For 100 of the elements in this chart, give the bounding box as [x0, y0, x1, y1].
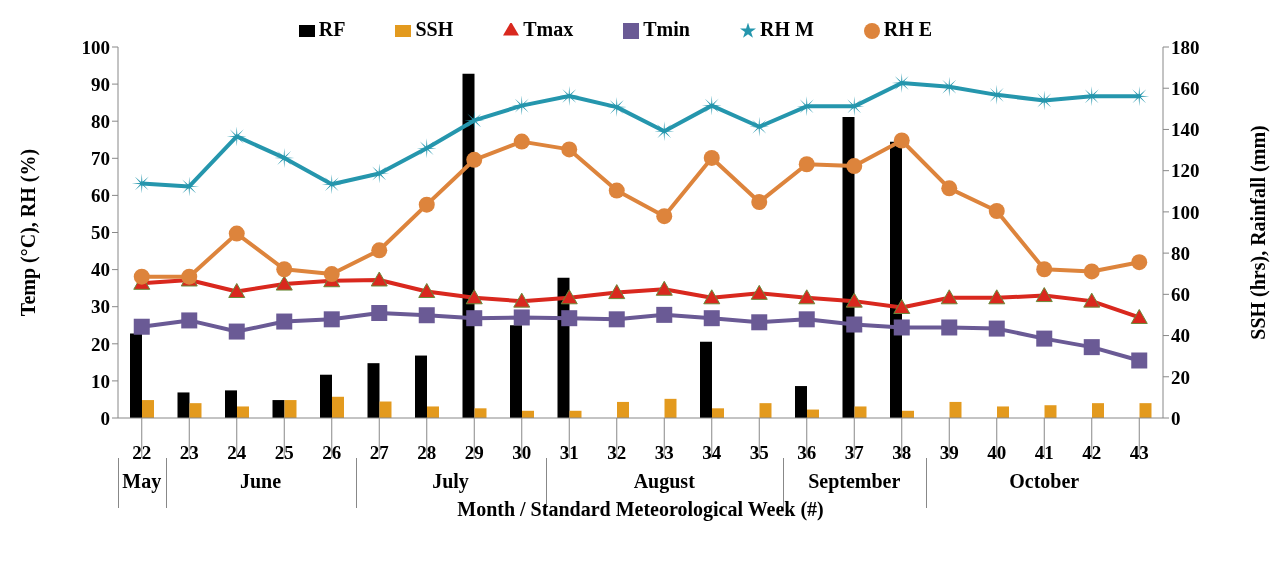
y2-tick-label: 80 — [1171, 242, 1190, 264]
bar — [177, 392, 190, 418]
x-axis-title: Month / Standard Meteorological Week (#) — [456, 498, 825, 521]
point — [845, 292, 863, 308]
bar — [142, 400, 154, 418]
bar — [617, 401, 629, 418]
bar — [427, 406, 439, 418]
point — [228, 323, 245, 340]
x-tick-label: 38 — [892, 442, 912, 464]
y-tick-label: 100 — [81, 36, 110, 58]
point — [893, 319, 910, 336]
text: September — [807, 470, 902, 493]
point — [846, 316, 863, 333]
bar — [189, 403, 202, 418]
point — [1131, 352, 1148, 369]
x-tick-label: 35 — [749, 442, 769, 464]
point — [893, 132, 910, 149]
point — [371, 242, 388, 259]
y-tick-label: 70 — [91, 148, 110, 170]
x-tick-label: 39 — [939, 442, 959, 464]
y2-tick-label: 100 — [1171, 201, 1200, 223]
x-tick-label: 37 — [844, 442, 865, 464]
y2-tick-label: 0 — [1171, 407, 1181, 429]
point — [703, 310, 720, 327]
x-tick-label: 43 — [1129, 442, 1149, 464]
bar — [130, 333, 142, 418]
y-tick-label: 10 — [91, 370, 110, 392]
legend-label: RF — [318, 18, 346, 40]
point — [798, 156, 815, 173]
text: August — [632, 470, 696, 493]
x-tick-label: 27 — [369, 442, 390, 464]
bar — [284, 400, 297, 418]
bar — [474, 408, 487, 418]
point — [988, 320, 1005, 337]
bar — [759, 403, 772, 418]
y2-tick-label: 40 — [1171, 325, 1190, 347]
y2-tick-label: 180 — [1171, 36, 1200, 58]
point — [988, 202, 1005, 219]
y-tick-label: 60 — [91, 185, 110, 207]
y-tick-label: 30 — [91, 296, 110, 318]
point — [608, 182, 625, 199]
point — [1130, 308, 1148, 324]
point — [418, 196, 435, 213]
point — [1083, 263, 1100, 280]
point — [656, 306, 673, 323]
x-tick-label: 33 — [654, 442, 674, 464]
point — [513, 133, 530, 150]
bar — [854, 406, 867, 418]
bar — [795, 386, 807, 418]
y2-tick-label: 160 — [1171, 77, 1200, 99]
point — [846, 158, 863, 175]
x-tick-label: 26 — [322, 442, 342, 464]
point — [465, 289, 483, 305]
bar — [320, 374, 332, 418]
y2-tick-label: 120 — [1171, 160, 1200, 182]
point — [751, 194, 768, 211]
x-tick-label: 28 — [417, 442, 437, 464]
y-tick-label: 80 — [91, 110, 110, 132]
bar — [415, 355, 427, 418]
y-axis-title: Temp (°C), RH (%) — [17, 148, 41, 317]
text: July — [431, 470, 470, 493]
legend-label: Tmin — [643, 18, 690, 40]
x-tick-label: 24 — [227, 442, 247, 464]
point — [561, 141, 578, 158]
y-tick-label: 20 — [91, 333, 110, 355]
x-tick-label: 42 — [1082, 442, 1102, 464]
point — [703, 149, 720, 166]
bar — [949, 401, 962, 418]
point — [893, 298, 911, 314]
bar — [272, 400, 285, 418]
point — [466, 310, 483, 327]
x-tick-label: 29 — [464, 442, 484, 464]
bar — [367, 363, 380, 418]
point — [988, 289, 1006, 305]
point — [655, 280, 673, 296]
point — [940, 289, 958, 305]
bar — [700, 341, 712, 418]
point — [418, 282, 436, 298]
point — [181, 312, 198, 329]
x-tick-label: 41 — [1034, 442, 1054, 464]
text: May — [121, 470, 163, 493]
point — [275, 275, 293, 291]
legend-label: RH M — [759, 18, 814, 40]
point — [1036, 330, 1053, 347]
x-tick-label: 40 — [987, 442, 1007, 464]
legend-label: RH E — [883, 18, 933, 40]
point — [513, 309, 530, 326]
point — [751, 314, 768, 331]
point — [228, 282, 246, 298]
bar — [712, 408, 724, 418]
x-tick-label: 32 — [607, 442, 627, 464]
bar — [1044, 405, 1057, 418]
bar — [1139, 403, 1152, 418]
point — [561, 310, 578, 327]
y-tick-label: 90 — [91, 73, 110, 95]
point — [371, 305, 388, 322]
point — [560, 289, 578, 305]
x-tick-label: 30 — [512, 442, 532, 464]
x-tick-label: 34 — [702, 442, 722, 464]
point — [370, 271, 388, 287]
